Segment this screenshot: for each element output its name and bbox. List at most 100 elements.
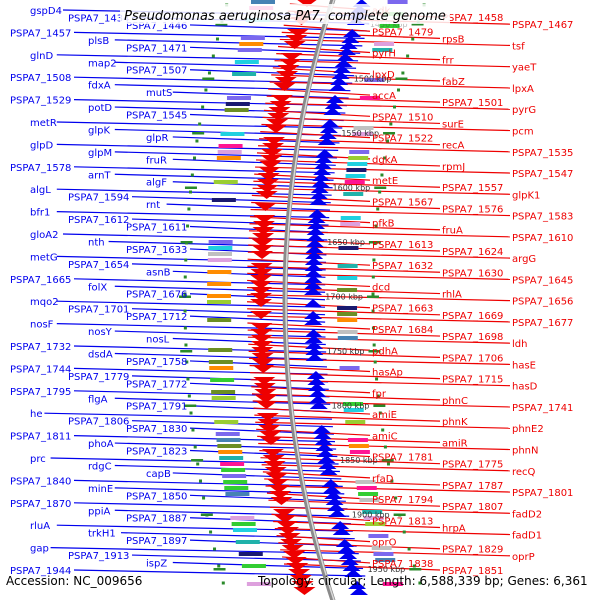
gene-label[interactable]: PSPA7_1758 — [126, 357, 187, 368]
gene-label[interactable]: phnC — [442, 396, 468, 407]
gene-label[interactable]: mqo2 — [30, 297, 59, 308]
gene-label[interactable]: PSPA7_1806 — [68, 417, 129, 428]
gene-label[interactable]: PSPA7_1795 — [10, 387, 71, 398]
gene-label[interactable]: PSPA7_1677 — [512, 318, 573, 329]
gene-label[interactable]: mutS — [146, 88, 172, 99]
gene-label[interactable]: PSPA7_1535 — [512, 148, 573, 159]
gene-label[interactable]: PSPA7_1446 — [126, 21, 187, 32]
gene-label[interactable]: PSPA7_1840 — [10, 476, 71, 487]
gene-label[interactable]: glnD — [30, 51, 53, 62]
gene-label[interactable]: PSPA7_1578 — [10, 163, 71, 174]
gene-label[interactable]: pyrH — [372, 49, 396, 60]
gene-label[interactable]: ldh — [512, 339, 527, 350]
gene-label[interactable]: metG — [30, 252, 58, 263]
gene-label[interactable]: PSPA7_1732 — [10, 342, 71, 353]
gene-label[interactable]: PSPA7_1508 — [10, 73, 71, 84]
gene-label[interactable]: map2 — [88, 58, 117, 69]
gene-label[interactable]: ppiA — [88, 506, 110, 517]
gene-label[interactable]: PSPA7_1811 — [10, 432, 71, 443]
gene-label[interactable]: algL — [30, 185, 51, 196]
gene-label[interactable]: PSPA7_1676 — [126, 290, 187, 301]
gene-label[interactable]: PSPA7_1471 — [126, 43, 187, 54]
gene-label[interactable]: surE — [442, 119, 464, 130]
gene-label[interactable]: recA — [442, 141, 465, 152]
gene-label[interactable]: PSPA7_1633 — [126, 245, 187, 256]
gene-label[interactable]: PSPA7_1838 — [372, 559, 433, 570]
gene-label[interactable]: fdxA — [88, 81, 111, 92]
gene-label[interactable]: PSPA7_1870 — [10, 499, 71, 510]
gene-label[interactable]: PSPA7_1807 — [442, 502, 503, 513]
gene-label[interactable]: yaeT — [512, 63, 537, 74]
gene-label[interactable]: PSPA7_1794 — [372, 495, 433, 506]
gene-label[interactable]: he — [30, 409, 43, 420]
gene-label[interactable]: PSPA7_1522 — [372, 134, 433, 145]
gene-label[interactable]: PSPA7_1712 — [126, 312, 187, 323]
gene-label[interactable]: PSPA7_1610 — [512, 233, 573, 244]
gene-label[interactable]: pdhA — [372, 346, 398, 357]
gene-label[interactable]: PSPA7_1434 — [68, 13, 129, 24]
gene-label[interactable]: PSPA7_1684 — [372, 325, 433, 336]
gene-label[interactable]: rhlA — [442, 290, 462, 301]
gene-label[interactable]: gspD4 — [30, 6, 62, 17]
gene-label[interactable]: PSPA7_1567 — [372, 197, 433, 208]
gene-label[interactable]: metE — [372, 176, 398, 187]
gene-label[interactable]: phnN — [512, 445, 539, 456]
gene-label[interactable]: argG — [512, 254, 536, 265]
gene-label[interactable]: PSPA7_1645 — [512, 275, 573, 286]
gene-label[interactable]: PSPA7_1529 — [10, 96, 71, 107]
gene-label[interactable]: PSPA7_1458 — [442, 13, 503, 24]
gene-label[interactable]: PSPA7_1781 — [372, 453, 433, 464]
gene-label[interactable]: bfr1 — [30, 208, 50, 219]
gene-label[interactable]: PSPA7_1557 — [442, 183, 503, 194]
gene-label[interactable]: accA — [372, 91, 396, 102]
gene-label[interactable]: fadD1 — [512, 531, 542, 542]
gene-label[interactable]: nosY — [88, 327, 113, 338]
gene-label[interactable]: PSPA7_1656 — [512, 297, 573, 308]
gene-label[interactable]: PSPA7_1813 — [372, 516, 433, 527]
gene-label[interactable]: PSPA7_1624 — [442, 247, 503, 258]
gene-label[interactable]: PSPA7_1457 — [10, 28, 71, 39]
gene-label[interactable]: rdgC — [88, 461, 112, 472]
gene-label[interactable]: PSPA7_1823 — [126, 447, 187, 458]
gene-label[interactable]: PSPA7_1791 — [126, 402, 187, 413]
gene-label[interactable]: PSPA7_1698 — [442, 332, 503, 343]
gene-label[interactable]: nosF — [30, 320, 54, 331]
gene-label[interactable]: fadD2 — [512, 509, 542, 520]
gene-label[interactable]: PSPA7_1510 — [372, 112, 433, 123]
gene-label[interactable]: glpR — [146, 133, 168, 144]
gene-label[interactable]: glpD — [30, 140, 53, 151]
gene-label[interactable]: PSPA7_1632 — [372, 261, 433, 272]
gene-label[interactable]: phoA — [88, 439, 114, 450]
gene-label[interactable]: hasAp — [372, 368, 403, 379]
gene-label[interactable]: PSPA7_1630 — [442, 268, 503, 279]
gene-label[interactable]: hasD — [512, 382, 538, 393]
gene-label[interactable]: nosL — [146, 335, 170, 346]
gene-label[interactable]: fruA — [442, 226, 463, 237]
gene-label[interactable]: PSPA7_1547 — [512, 169, 573, 180]
gene-label[interactable]: asnB — [146, 267, 171, 278]
gene-label[interactable]: glpK — [88, 125, 110, 136]
gene-label[interactable]: recQ — [512, 467, 536, 478]
gene-label[interactable]: dcd — [372, 282, 390, 293]
gene-label[interactable]: lpxA — [512, 84, 534, 95]
gene-label[interactable]: rpsB — [442, 34, 465, 45]
gene-label[interactable]: amiC — [372, 431, 398, 442]
gene-label[interactable]: phnK — [442, 417, 468, 428]
gene-label[interactable]: hrpA — [442, 523, 466, 534]
gene-label[interactable]: fpr — [372, 389, 387, 400]
gene-label[interactable]: dgkA — [372, 155, 397, 166]
gene-label[interactable]: PSPA7_1507 — [126, 66, 187, 77]
gene-label[interactable]: PSPA7_1501 — [442, 98, 503, 109]
gene-label[interactable]: PSPA7_1887 — [126, 514, 187, 525]
gene-label[interactable]: PSPA7_1801 — [512, 488, 573, 499]
gene-label[interactable]: amiR — [442, 438, 468, 449]
gene-label[interactable]: PSPA7_1715 — [442, 375, 503, 386]
gene-label[interactable]: PSPA7_1741 — [512, 403, 573, 414]
gene-label[interactable]: fabZ — [442, 77, 465, 88]
gene-label[interactable]: PSPA7_1913 — [68, 551, 129, 562]
gene-label[interactable]: PSPA7_1479 — [372, 27, 433, 38]
gene-label[interactable]: trkH1 — [88, 529, 116, 540]
gene-label[interactable]: pfkB — [372, 219, 395, 230]
gene-label[interactable]: tsf — [512, 41, 525, 52]
gene-label[interactable]: arnT — [88, 170, 111, 181]
